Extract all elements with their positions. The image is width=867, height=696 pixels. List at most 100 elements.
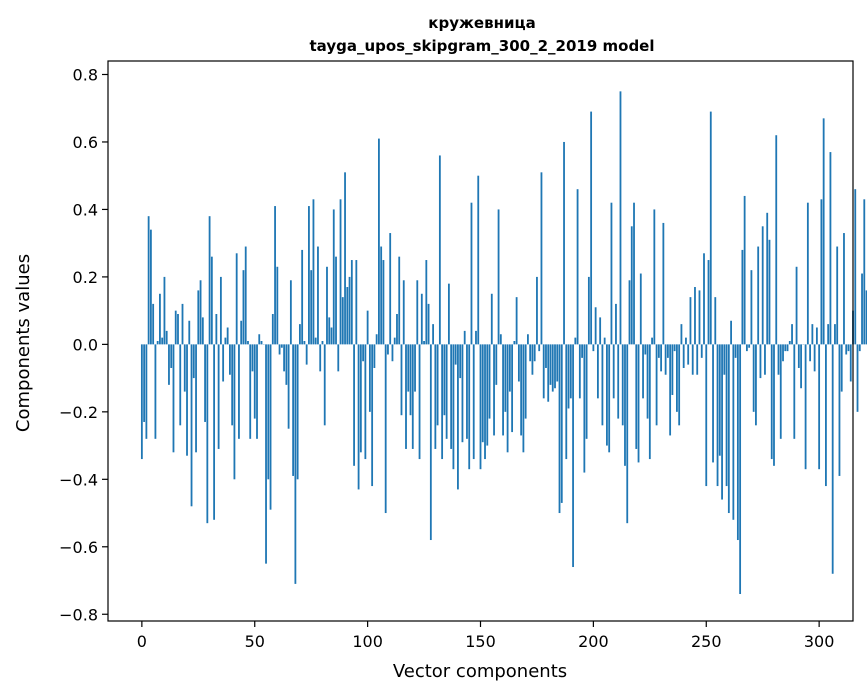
bar	[463, 330, 466, 345]
bar	[547, 344, 550, 402]
bar	[208, 216, 211, 345]
bar	[829, 152, 832, 345]
bar	[646, 344, 649, 419]
bar	[484, 344, 486, 460]
bar	[524, 344, 527, 419]
y-tick-label: −0.2	[59, 403, 98, 422]
bar	[845, 344, 848, 355]
bar	[179, 344, 182, 426]
bar	[314, 337, 317, 345]
bar	[727, 344, 730, 514]
bar	[633, 202, 635, 345]
bar	[750, 270, 753, 345]
bar	[843, 233, 845, 345]
bar	[759, 344, 762, 379]
bar	[716, 344, 719, 487]
bar	[786, 344, 789, 352]
bar	[504, 344, 507, 412]
bar	[755, 344, 757, 426]
bar	[479, 344, 482, 470]
bar	[610, 202, 613, 345]
bar	[364, 344, 367, 460]
bar	[359, 344, 362, 453]
bar	[788, 341, 791, 345]
bar	[271, 314, 274, 345]
bar	[499, 334, 502, 345]
bar	[215, 314, 218, 345]
bar	[186, 344, 188, 456]
bar	[536, 276, 538, 345]
bar	[578, 344, 581, 399]
bar	[371, 344, 374, 487]
bar	[748, 344, 751, 348]
bar	[226, 327, 229, 345]
x-axis-ticks: 0 50 100 150 200 250 300	[137, 621, 834, 651]
bar	[389, 233, 392, 345]
bar	[601, 344, 604, 426]
y-tick-label: 0.4	[73, 200, 98, 219]
bar	[274, 206, 276, 345]
bar	[515, 297, 518, 345]
bar	[662, 222, 665, 345]
bar	[206, 344, 209, 524]
bar	[680, 324, 683, 345]
bar	[603, 337, 606, 345]
bar	[770, 344, 773, 460]
bar	[793, 344, 796, 439]
bar	[154, 344, 157, 439]
bar	[834, 324, 836, 345]
bar	[612, 344, 615, 399]
bar	[676, 344, 678, 412]
bar	[540, 172, 543, 345]
bar	[863, 199, 866, 345]
y-tick-label: −0.8	[59, 605, 98, 624]
bar	[373, 344, 376, 368]
bar	[488, 344, 491, 419]
bar	[308, 206, 310, 345]
bar	[423, 341, 425, 345]
bar	[730, 320, 732, 345]
bar	[411, 344, 414, 449]
bar	[592, 344, 595, 352]
bar	[813, 344, 816, 372]
bar	[703, 253, 705, 345]
bar	[691, 344, 694, 375]
bar	[849, 344, 852, 382]
bar	[475, 330, 477, 345]
bar	[321, 341, 324, 345]
bar	[836, 246, 839, 345]
bar	[323, 344, 326, 426]
bar	[470, 202, 473, 345]
bar	[637, 344, 640, 463]
bar	[229, 344, 231, 375]
bar	[527, 334, 529, 345]
bar	[326, 266, 328, 345]
bar	[664, 344, 667, 375]
bar	[432, 324, 434, 345]
bar	[565, 344, 568, 460]
bar	[375, 334, 378, 345]
bar	[190, 344, 193, 507]
bar	[188, 320, 191, 345]
bar	[210, 256, 213, 345]
bar	[240, 320, 243, 345]
bar	[831, 344, 834, 574]
bar	[217, 344, 220, 449]
bar	[402, 280, 405, 345]
bar	[865, 290, 867, 345]
bar	[235, 253, 238, 345]
bar	[143, 344, 146, 422]
bar	[152, 303, 155, 345]
bar	[170, 344, 173, 368]
bar	[181, 303, 184, 345]
bar	[651, 337, 653, 345]
bar	[666, 344, 669, 358]
bar	[569, 344, 572, 399]
bar	[224, 337, 227, 345]
bar	[319, 344, 322, 372]
bar	[529, 344, 532, 362]
bar	[472, 344, 475, 460]
bar	[147, 216, 150, 345]
bar	[707, 260, 710, 345]
bar	[723, 344, 726, 375]
